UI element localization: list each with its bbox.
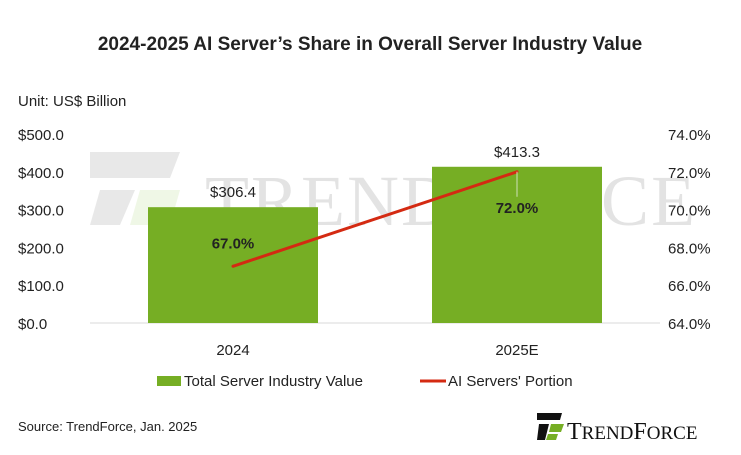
right-tick-label: 74.0% [668, 127, 711, 144]
line-point [231, 264, 235, 268]
svg-text:TRENDFORCE: TRENDFORCE [567, 419, 697, 445]
right-tick-label: 66.0% [668, 278, 711, 295]
legend-label-bar: Total Server Industry Value [184, 373, 363, 390]
chart-title: 2024-2025 AI Server’s Share in Overall S… [98, 34, 642, 55]
left-tick-label: $100.0 [18, 278, 64, 295]
category-label: 2024 [216, 342, 249, 359]
left-tick-label: $500.0 [18, 127, 64, 144]
left-tick-label: $400.0 [18, 165, 64, 182]
line-series [232, 170, 518, 268]
line-data-label: 72.0% [496, 200, 539, 217]
legend-swatch-bar [157, 376, 181, 386]
right-tick-label: 68.0% [668, 240, 711, 257]
category-label: 2025E [495, 342, 538, 359]
trendforce-logo: TRENDFORCE [537, 413, 697, 445]
legend-label-line: AI Servers' Portion [448, 373, 573, 390]
right-tick-label: 64.0% [668, 316, 711, 333]
left-tick-label: $300.0 [18, 203, 64, 220]
legend: Total Server Industry Value AI Servers' … [157, 373, 573, 390]
line-data-label: 67.0% [212, 235, 255, 252]
bar-data-label: $413.3 [494, 144, 540, 161]
source-note: Source: TrendForce, Jan. 2025 [18, 419, 197, 434]
unit-label: Unit: US$ Billion [18, 93, 126, 110]
left-tick-label: $0.0 [18, 316, 47, 333]
bar-data-label: $306.4 [210, 184, 256, 201]
left-tick-label: $200.0 [18, 240, 64, 257]
right-tick-label: 72.0% [668, 165, 711, 182]
right-tick-label: 70.0% [668, 203, 711, 220]
